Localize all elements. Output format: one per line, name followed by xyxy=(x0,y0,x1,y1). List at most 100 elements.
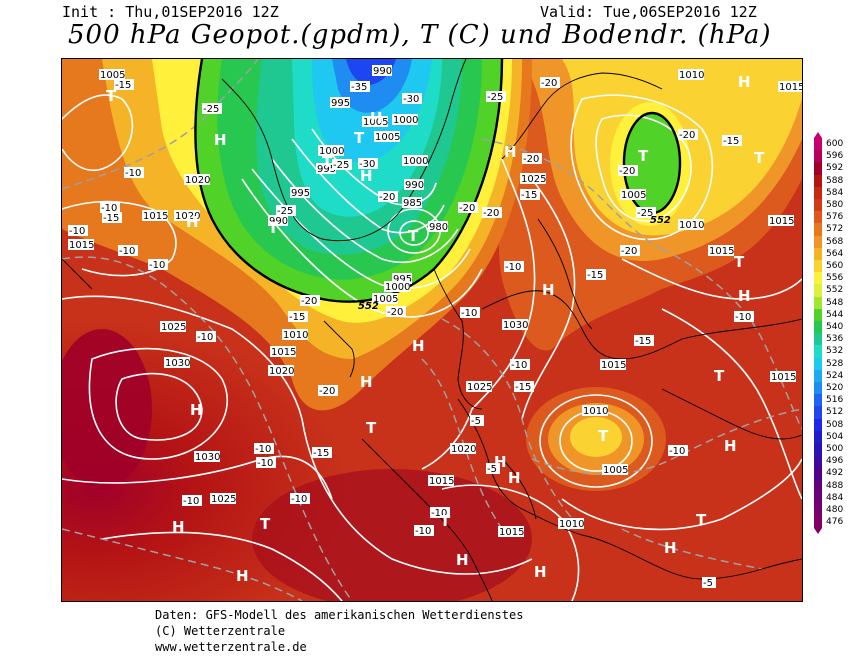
high-pressure-marker: H xyxy=(494,453,507,471)
scale-swatch xyxy=(814,162,822,175)
pressure-label-box xyxy=(68,239,94,250)
high-pressure-marker: H xyxy=(186,213,199,231)
temperature-label: -25 xyxy=(203,104,219,115)
pressure-label: 1010 xyxy=(283,330,308,341)
temperature-label: -20 xyxy=(387,307,403,318)
scale-row: 576 xyxy=(810,211,850,224)
high-pressure-marker: H xyxy=(236,567,249,585)
pressure-label: 1000 xyxy=(393,115,418,126)
temperature-label-box xyxy=(118,245,138,256)
pressure-label: 1030 xyxy=(195,452,220,463)
temperature-label: -20 xyxy=(679,130,695,141)
scale-row: 528 xyxy=(810,357,850,370)
footer-website[interactable]: www.wetterzentrale.de xyxy=(155,640,307,654)
pressure-label-box xyxy=(402,197,422,208)
scale-value: 496 xyxy=(826,456,844,467)
temperature-label: -10 xyxy=(119,246,135,257)
pressure-label-box xyxy=(194,451,220,462)
scale-swatch xyxy=(814,211,822,224)
scale-value: 560 xyxy=(826,261,844,271)
temperature-label: -10 xyxy=(69,226,85,237)
temperature-label: -25 xyxy=(487,92,503,103)
low-pressure-marker: T xyxy=(734,253,745,271)
temperature-label-box xyxy=(734,311,754,322)
scale-swatch xyxy=(814,443,822,456)
temperature-label-box xyxy=(124,167,144,178)
scale-swatch xyxy=(814,272,822,285)
scale-swatch xyxy=(814,296,822,309)
scale-value: 488 xyxy=(826,480,844,491)
pressure-label: 995 xyxy=(393,274,412,285)
temperature-label-box xyxy=(402,93,422,104)
temperature-label-box xyxy=(482,207,502,218)
temperature-label: -5 xyxy=(471,416,481,427)
pressure-label-box xyxy=(778,81,802,92)
scale-swatch xyxy=(814,260,822,273)
temperature-label: -35 xyxy=(351,82,367,93)
low-pressure-marker: T xyxy=(366,419,377,437)
pressure-label-box xyxy=(268,215,288,226)
temperature-labels: -15-25-35-30 -25-30-25-20-25 -20 -20-20-15-… xyxy=(68,77,754,589)
pressure-label: 1005 xyxy=(363,117,388,128)
low-pressure-marker: T xyxy=(598,427,609,445)
temperature-label-box xyxy=(586,269,606,280)
pressure-label: 1015 xyxy=(769,216,794,227)
weather-map[interactable]: 1005 990 995 1005 1000 1005 1000 995 1000 990 985 9… xyxy=(61,58,803,602)
scale-value: 540 xyxy=(826,322,844,332)
scale-swatch xyxy=(814,174,822,187)
pressure-label: 1015 xyxy=(429,476,454,487)
temperature-label-box xyxy=(350,81,370,92)
scale-swatch xyxy=(814,186,822,199)
pressure-label: 990 xyxy=(269,216,288,227)
scale-row: 524 xyxy=(810,369,850,382)
pressure-label: 1010 xyxy=(583,406,608,417)
scale-swatch xyxy=(814,406,822,419)
scale-value: 508 xyxy=(826,419,844,430)
scale-swatch xyxy=(814,455,822,468)
pressure-label: 1015 xyxy=(271,347,296,358)
scale-value: 572 xyxy=(826,224,844,235)
temperature-label: -10 xyxy=(257,458,273,469)
low-pressure-marker: T xyxy=(440,512,451,530)
scale-swatch xyxy=(814,394,822,407)
temperature-label: -10 xyxy=(415,526,431,537)
scale-row: 476 xyxy=(810,516,850,529)
scale-swatch xyxy=(814,516,822,529)
scale-value: 592 xyxy=(826,163,844,174)
scale-row: 496 xyxy=(810,455,850,468)
temperature-label: -15 xyxy=(515,382,531,393)
pressure-label: 1025 xyxy=(467,382,492,393)
scale-arrow-up-icon xyxy=(814,132,822,138)
pressure-label: 1005 xyxy=(621,190,646,201)
temperature-label: -15 xyxy=(521,190,537,201)
temperature-label: -20 xyxy=(459,203,475,214)
contour-552-label: 552 xyxy=(358,301,379,312)
scale-row: 536 xyxy=(810,333,850,346)
temperature-label: -10 xyxy=(183,496,199,507)
temperature-label: -20 xyxy=(379,192,395,203)
pressure-label-box xyxy=(402,155,428,166)
scale-row: 516 xyxy=(810,394,850,407)
low-pressure-marker: T xyxy=(260,515,271,533)
footer-copyright: (C) Wetterzentrale xyxy=(155,624,286,638)
pressure-label: 995 xyxy=(317,164,336,175)
isotherms xyxy=(62,59,802,601)
pressure-label-box xyxy=(768,215,794,226)
high-pressure-marker: H xyxy=(504,143,517,161)
pressure-label: 1015 xyxy=(143,211,168,222)
high-pressure-marker: H xyxy=(190,401,203,419)
temperature-label-box xyxy=(276,205,296,216)
warm-core-south xyxy=(252,469,532,601)
temperature-label: -5 xyxy=(487,464,497,475)
pressure-label-box xyxy=(770,371,796,382)
temperature-label-box xyxy=(288,311,308,322)
temperature-label-box xyxy=(702,577,716,588)
pressure-label-box xyxy=(384,281,410,292)
scale-value: 544 xyxy=(826,309,844,320)
temperature-label: -30 xyxy=(359,159,375,170)
pressure-label-box xyxy=(678,219,704,230)
scale-row: 564 xyxy=(810,247,850,260)
low-pressure-marker: T xyxy=(714,367,725,385)
pressure-label-box xyxy=(99,69,125,80)
temperature-label-box xyxy=(540,77,560,88)
